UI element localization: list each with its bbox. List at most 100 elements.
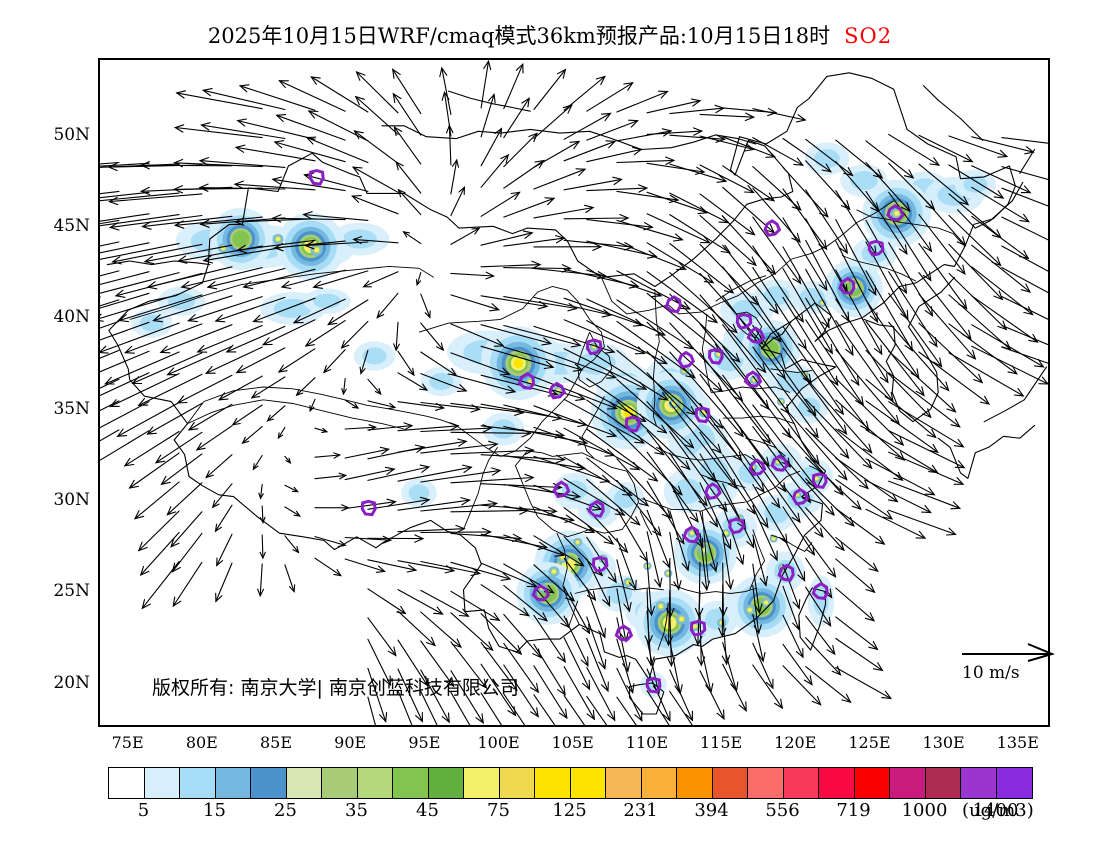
wind-vector <box>805 398 873 470</box>
wind-shaft <box>586 82 634 112</box>
wind-shaft <box>480 154 509 188</box>
so2-diffuse-patch-57 <box>482 412 525 446</box>
wind-arrowhead <box>521 97 530 108</box>
wind-arrowhead <box>116 428 128 437</box>
wind-arrowhead <box>387 402 397 410</box>
wind-shaft <box>100 299 120 307</box>
wind-arrowhead <box>302 211 313 220</box>
wind-vector <box>137 510 180 552</box>
wind-shaft <box>450 186 465 217</box>
wind-shaft <box>367 667 387 723</box>
so2-speck-level-2 <box>528 379 533 384</box>
wind-shaft <box>669 430 728 512</box>
wind-vector <box>391 68 422 115</box>
wind-shaft <box>782 484 824 538</box>
wind-shaft <box>669 192 729 224</box>
wind-vector <box>310 76 369 113</box>
wind-shaft <box>699 323 770 410</box>
wind-vector <box>397 464 473 482</box>
wind-shaft <box>100 430 150 461</box>
wind-shaft <box>918 322 983 384</box>
wind-arrowhead <box>767 107 778 117</box>
wind-shaft <box>450 373 516 393</box>
wind-arrowhead <box>259 516 266 524</box>
wind-shaft <box>752 187 801 243</box>
wind-shaft <box>971 136 1035 153</box>
wind-vector <box>100 219 120 225</box>
wind-shaft <box>241 426 263 444</box>
wind-vector <box>146 266 233 290</box>
wind-vector <box>646 451 699 523</box>
wind-arrowhead <box>692 127 704 136</box>
wind-shaft <box>503 454 586 469</box>
wind-vector <box>782 188 828 251</box>
wind-arrowhead <box>137 397 149 406</box>
so2-speck-9 <box>717 618 727 628</box>
wind-vector <box>805 377 873 454</box>
wind-arrowhead <box>379 446 390 455</box>
wind-vector <box>616 458 672 519</box>
wind-arrowhead <box>407 367 415 377</box>
wind-vector <box>835 616 879 651</box>
city-marker-13 <box>585 338 603 356</box>
wind-shaft <box>805 456 862 510</box>
wind-arrowhead <box>333 452 342 459</box>
wind-vector <box>450 294 500 312</box>
wind-shaft <box>752 108 806 121</box>
wind-vector <box>236 239 316 254</box>
wind-arrowhead <box>304 338 315 347</box>
wind-shaft <box>805 507 845 551</box>
wind-shaft <box>782 296 839 386</box>
wind-shaft <box>616 479 662 537</box>
wind-arrowhead <box>879 372 889 384</box>
wind-vector <box>835 637 884 672</box>
wind-shaft <box>344 501 397 510</box>
wind-shaft <box>503 197 555 218</box>
wind-vector <box>397 524 466 534</box>
wind-shaft <box>752 375 820 465</box>
wind-arrowhead <box>648 472 659 482</box>
wind-vector <box>100 214 180 227</box>
wind-vector <box>234 144 316 162</box>
wind-arrowhead <box>850 375 860 387</box>
wind-arrowhead <box>424 310 431 319</box>
coastline-segment-9 <box>956 181 1024 229</box>
wind-arrowhead <box>215 592 223 603</box>
wind-shaft <box>367 400 396 408</box>
wind-vector <box>100 190 120 195</box>
wind-shaft <box>586 637 609 692</box>
wind-shaft <box>699 431 756 515</box>
so2-level-15 <box>561 480 588 502</box>
wind-shaft <box>669 560 671 618</box>
wind-shaft <box>669 107 725 115</box>
wind-vector <box>669 373 743 462</box>
wind-shaft <box>235 146 316 162</box>
wind-arrowhead <box>582 679 591 691</box>
wind-vector <box>314 504 350 512</box>
wind-vector <box>100 350 150 373</box>
wind-arrowhead <box>295 388 304 397</box>
wind-shaft <box>284 506 301 517</box>
wind-vector <box>376 292 399 319</box>
wind-arrowhead <box>580 656 589 668</box>
wind-arrowhead <box>746 537 755 549</box>
wind-arrowhead <box>745 226 756 236</box>
wind-shaft <box>782 188 828 250</box>
wind-arrowhead <box>111 256 122 265</box>
wind-vector <box>393 321 400 352</box>
wind-shaft <box>100 163 180 168</box>
wind-shaft <box>1001 166 1048 180</box>
wind-arrowhead <box>439 66 448 78</box>
wind-vector <box>616 219 684 242</box>
wind-arrowhead <box>638 497 650 507</box>
wind-vector <box>805 478 855 527</box>
province-border-17 <box>745 437 786 457</box>
wind-arrowhead <box>657 355 668 365</box>
wind-arrowhead <box>100 313 104 322</box>
wind-arrowhead <box>104 376 115 385</box>
wind-shaft <box>586 587 606 638</box>
wind-shaft <box>261 534 264 559</box>
wind-shaft <box>646 292 721 353</box>
wind-arrowhead <box>822 616 832 627</box>
wind-shaft <box>226 325 286 353</box>
